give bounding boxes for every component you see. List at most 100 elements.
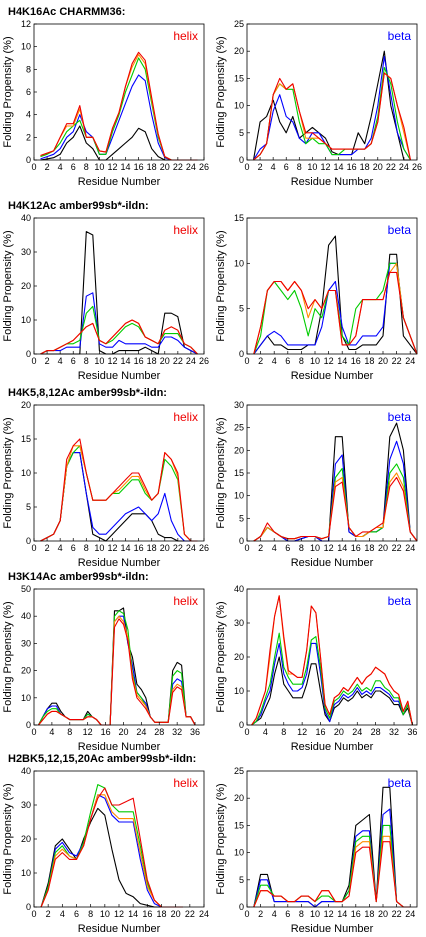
plot-frame <box>246 404 418 542</box>
y-tick-label: 5 <box>239 513 244 523</box>
y-tick-label: 20 <box>234 46 244 56</box>
series-line-2 <box>40 794 183 908</box>
x-tick-label: 10 <box>310 543 320 553</box>
chart-panel-4-helix: 0 4 8 12 16 20 24 28 32 36 0 10 20 30 40 50 Residue Numb… <box>0 583 210 755</box>
series-line-2 <box>253 440 418 542</box>
x-tick-label: 16 <box>101 727 111 737</box>
x-tick-label: 10 <box>310 909 320 919</box>
series-line-1 <box>253 235 418 355</box>
x-tick-label: 24 <box>199 909 209 919</box>
y-axis-label: Folding Propensity (%) <box>2 601 14 712</box>
panel-label: beta <box>388 776 412 790</box>
x-tick-label: 12 <box>107 356 117 366</box>
y-tick-label: 0 <box>239 155 244 165</box>
x-axis-label: Residue Number <box>291 370 374 382</box>
x-tick-label: 20 <box>334 727 344 737</box>
y-tick-label: 20 <box>21 834 31 844</box>
series-line-5 <box>253 271 418 355</box>
y-tick-label: 10 <box>234 848 244 858</box>
x-axis-label: Residue Number <box>78 741 161 753</box>
panel-label: helix <box>173 776 198 790</box>
y-tick-label: 25 <box>234 19 244 29</box>
y-tick-label: 40 <box>21 611 31 621</box>
series-line-2 <box>38 615 196 726</box>
chart-svg: 0 2 4 6 8 10 12 14 16 18 20 22 24051015202530Residue… <box>215 400 418 569</box>
y-axis-label: Folding Propensity (%) <box>2 36 14 147</box>
x-tick-label: 8 <box>299 543 304 553</box>
x-tick-label: 22 <box>185 909 195 919</box>
x-tick-label: 2 <box>45 162 50 172</box>
x-axis-label: Residue Number <box>291 923 374 935</box>
x-tick-label: 16 <box>134 162 144 172</box>
x-tick-label: 0 <box>31 162 36 172</box>
x-tick-label: 32 <box>389 727 399 737</box>
x-tick-label: 36 <box>190 727 200 737</box>
row-title-5: H2BK5,12,15,20Ac amber99sb*-ildn: <box>8 753 197 765</box>
x-tick-label: 22 <box>386 162 396 172</box>
panel-label: beta <box>388 594 412 608</box>
series-line-5 <box>40 319 198 355</box>
x-tick-label: 36 <box>407 727 417 737</box>
x-tick-label: 18 <box>147 162 157 172</box>
x-tick-label: 24 <box>136 727 146 737</box>
x-tick-label: 24 <box>405 356 415 366</box>
y-tick-label: 0 <box>26 536 31 546</box>
x-tick-label: 22 <box>173 356 183 366</box>
series-line-2 <box>253 262 418 355</box>
x-tick-label: 10 <box>94 162 104 172</box>
x-tick-label: 20 <box>160 162 170 172</box>
panel-label: helix <box>173 594 198 608</box>
x-tick-label: 24 <box>399 162 409 172</box>
x-tick-label: 0 <box>244 162 249 172</box>
x-axis-label: Residue Number <box>78 370 161 382</box>
y-tick-label: 15 <box>234 73 244 83</box>
x-tick-label: 18 <box>360 162 370 172</box>
x-axis-label: Residue Number <box>291 741 374 753</box>
y-tick-label: 30 <box>234 400 244 410</box>
x-tick-label: 8 <box>88 909 93 919</box>
x-tick-label: 16 <box>134 356 144 366</box>
y-tick-label: 20 <box>21 666 31 676</box>
x-tick-label: 18 <box>147 543 157 553</box>
y-tick-label: 10 <box>21 868 31 878</box>
y-tick-label: 20 <box>234 652 244 662</box>
x-tick-label: 8 <box>297 162 302 172</box>
x-tick-label: 26 <box>412 162 422 172</box>
x-tick-label: 22 <box>173 162 183 172</box>
x-tick-label: 2 <box>258 162 263 172</box>
x-tick-label: 12 <box>107 543 117 553</box>
x-tick-label: 22 <box>392 543 402 553</box>
x-tick-label: 2 <box>45 356 50 366</box>
x-tick-label: 2 <box>258 356 263 366</box>
series-line-5 <box>40 438 198 542</box>
x-tick-label: 8 <box>84 543 89 553</box>
x-tick-label: 8 <box>84 162 89 172</box>
x-tick-label: 4 <box>60 909 65 919</box>
x-tick-label: 18 <box>156 909 166 919</box>
x-tick-label: 2 <box>258 543 263 553</box>
x-tick-label: 4 <box>49 727 54 737</box>
x-tick-label: 12 <box>324 909 334 919</box>
y-axis-label: Folding Propensity (%) <box>2 417 14 528</box>
panel-label: beta <box>388 410 412 424</box>
y-tick-label: 4 <box>26 110 31 120</box>
plot-frame <box>246 23 418 161</box>
panel-label: beta <box>388 29 412 43</box>
chart-panel-1-beta: 0 2 4 6 8 10 12 14 16 18 20 22 24 26 0 5 10 15 20 25 Residue… <box>213 18 423 190</box>
x-axis-label: Residue Number <box>78 557 161 569</box>
y-tick-label: 5 <box>239 128 244 138</box>
y-tick-label: 5 <box>26 502 31 512</box>
row-title-2: H4K12Ac amber99sb*-ildn: <box>8 200 149 212</box>
x-tick-label: 20 <box>160 356 170 366</box>
series-line-5 <box>253 841 411 908</box>
x-tick-label: 14 <box>121 162 131 172</box>
x-tick-label: 28 <box>154 727 164 737</box>
x-tick-label: 20 <box>118 727 128 737</box>
series-line-4 <box>38 615 196 726</box>
x-tick-label: 20 <box>160 543 170 553</box>
x-tick-label: 26 <box>199 543 209 553</box>
